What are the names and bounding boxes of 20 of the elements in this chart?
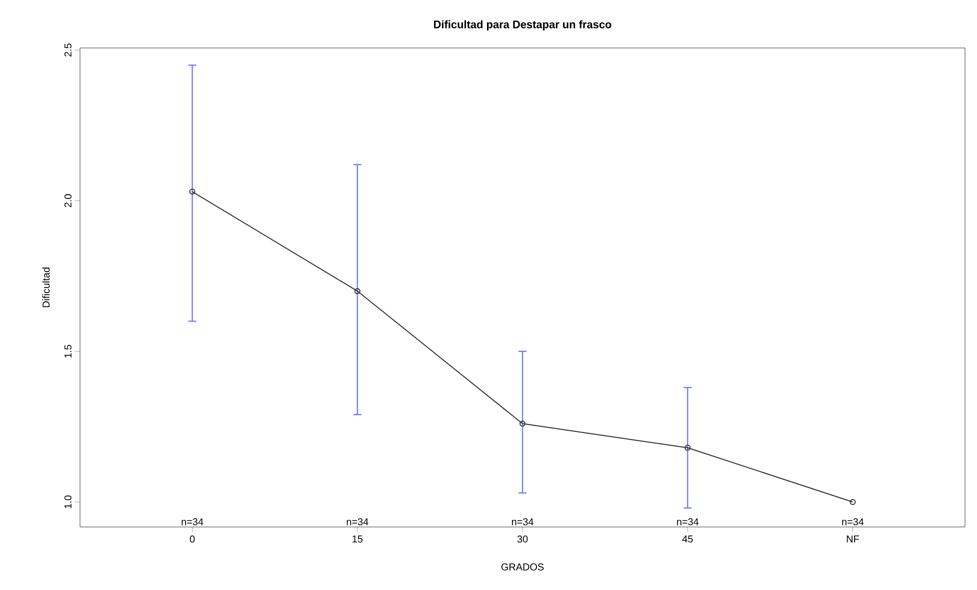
point bbox=[684, 444, 691, 451]
y-tick-label: 1.0 bbox=[64, 495, 72, 508]
annotation: n=34 bbox=[677, 518, 699, 526]
y-tick-label: 2.0 bbox=[64, 194, 72, 208]
x-tick-label: 30 bbox=[517, 536, 528, 543]
x-tick-label: 0 bbox=[190, 536, 195, 543]
annotation: n=34 bbox=[182, 518, 204, 526]
annotation: n=34 bbox=[842, 518, 864, 526]
x-tick-label: 45 bbox=[682, 536, 693, 542]
y-axis-title: Dificultad bbox=[42, 268, 50, 308]
point bbox=[354, 288, 360, 294]
y-tick-label: 1.5 bbox=[64, 344, 72, 358]
annotation: n=34 bbox=[346, 518, 368, 526]
x-axis-title: GRADOS bbox=[501, 563, 544, 570]
point bbox=[520, 420, 526, 427]
y-tick-label: 2.5 bbox=[64, 44, 72, 57]
chart-title: Dificultad para Destapar un frasco bbox=[434, 20, 612, 30]
x-tick-label: 15 bbox=[352, 536, 363, 542]
x-tick-label: NF bbox=[846, 536, 859, 542]
annotation: n=34 bbox=[512, 518, 534, 526]
